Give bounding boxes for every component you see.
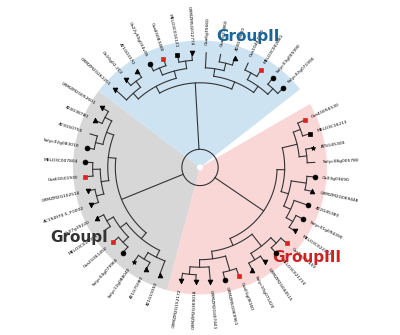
Text: GRMZM2G369018: GRMZM2G369018 xyxy=(192,290,198,329)
Text: AT1G03370: AT1G03370 xyxy=(118,43,135,66)
Text: Osa2g13860: Osa2g13860 xyxy=(220,19,229,47)
Wedge shape xyxy=(167,104,327,294)
Text: Solyc10g071420: Solyc10g071420 xyxy=(254,276,274,310)
Text: GRMZM2G052601: GRMZM2G052601 xyxy=(61,81,96,106)
Text: MELO3C016121: MELO3C016121 xyxy=(167,13,178,48)
Text: Csa5g002450: Csa5g002450 xyxy=(291,247,316,269)
Text: MELO3C007804: MELO3C007804 xyxy=(43,158,78,164)
Text: Csa1G467200: Csa1G467200 xyxy=(250,28,266,57)
Text: Csa4G083480: Csa4G083480 xyxy=(150,22,163,52)
Text: AT1G75080: AT1G75080 xyxy=(129,275,145,299)
Wedge shape xyxy=(73,91,199,290)
Text: Csa4G056530: Csa4G056530 xyxy=(311,103,340,119)
Text: GroupI: GroupI xyxy=(50,229,108,245)
Text: GRMZM2G044515: GRMZM2G044515 xyxy=(267,267,293,303)
Text: Os07g39220: Os07g39220 xyxy=(64,220,91,236)
Text: GRMZM5G012774: GRMZM5G012774 xyxy=(186,6,193,46)
Text: Solyc02g083010: Solyc02g083010 xyxy=(43,138,80,149)
Text: Solyc08g005780: Solyc08g005780 xyxy=(322,158,359,164)
Text: Os22y90g034v95: Os22y90g034v95 xyxy=(128,21,149,58)
Text: GRMZM2G102514: GRMZM2G102514 xyxy=(41,191,80,203)
Text: Solyc04g079960: Solyc04g079960 xyxy=(92,257,119,286)
Text: Osa6g35660: Osa6g35660 xyxy=(205,17,210,45)
Text: Os03g03690: Os03g03690 xyxy=(322,176,350,182)
Text: AT5G45300: AT5G45300 xyxy=(320,140,346,149)
Text: AT4G19880: AT4G19880 xyxy=(235,26,246,51)
Text: AT4G38780: AT4G38780 xyxy=(64,105,89,119)
Text: MELO3C002881: MELO3C002881 xyxy=(263,34,285,65)
Text: MELO3C010925: MELO3C010925 xyxy=(68,233,99,256)
Text: Solyc03g005990: Solyc03g005990 xyxy=(276,43,302,74)
Text: GroupII: GroupII xyxy=(216,29,279,44)
Text: AC194970.5_FG002: AC194970.5_FG002 xyxy=(43,205,85,223)
Text: AT2G45380: AT2G45380 xyxy=(315,206,340,218)
Text: Csa6G501930: Csa6G501930 xyxy=(47,175,78,182)
Text: Solyc01g094390: Solyc01g094390 xyxy=(309,220,343,241)
Text: GroupIII: GroupIII xyxy=(272,250,341,265)
Text: GRMZM2G152172: GRMZM2G152172 xyxy=(172,288,182,328)
Text: MELO3C022212: MELO3C022212 xyxy=(300,234,331,257)
Text: Solyc12g088040: Solyc12g088040 xyxy=(107,267,132,299)
Text: Os10g02-202: Os10g02-202 xyxy=(100,50,122,75)
Text: Csa01g08160: Csa01g08160 xyxy=(240,282,253,312)
Text: GRMZM2G069448: GRMZM2G069448 xyxy=(319,191,359,203)
Text: AT1G19350: AT1G19350 xyxy=(146,281,159,307)
Text: MELO3C021214: MELO3C021214 xyxy=(280,258,306,286)
Text: Csa2G361450: Csa2G361450 xyxy=(82,246,108,269)
Wedge shape xyxy=(98,41,300,165)
Text: GRMZM2G307441: GRMZM2G307441 xyxy=(209,289,217,329)
Text: GRMZM2G262201: GRMZM2G262201 xyxy=(80,56,111,86)
Text: MELO3C16213: MELO3C16213 xyxy=(316,120,348,133)
Text: GRMZM5G969961: GRMZM5G969961 xyxy=(224,287,237,326)
Text: AT3G50750: AT3G50750 xyxy=(58,122,84,134)
Text: Solyc02g071990: Solyc02g071990 xyxy=(287,56,316,84)
